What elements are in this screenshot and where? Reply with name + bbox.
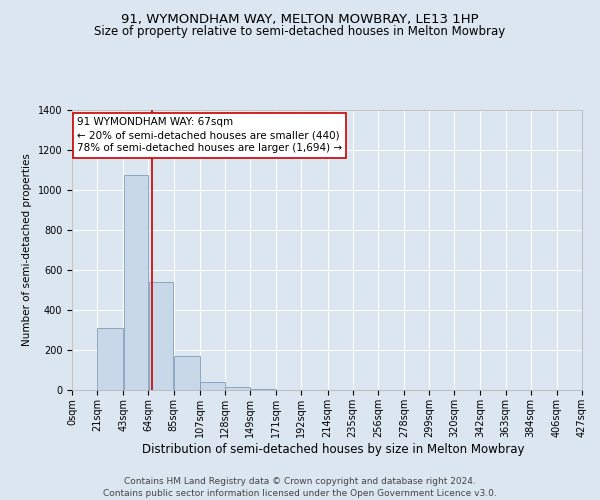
Bar	[149, 282, 173, 390]
Y-axis label: Number of semi-detached properties: Number of semi-detached properties	[22, 154, 32, 346]
Bar	[124, 175, 148, 390]
Text: Distribution of semi-detached houses by size in Melton Mowbray: Distribution of semi-detached houses by …	[142, 442, 524, 456]
Text: Size of property relative to semi-detached houses in Melton Mowbray: Size of property relative to semi-detach…	[94, 25, 506, 38]
Text: 91, WYMONDHAM WAY, MELTON MOWBRAY, LE13 1HP: 91, WYMONDHAM WAY, MELTON MOWBRAY, LE13 …	[121, 12, 479, 26]
Bar	[174, 356, 200, 390]
Text: Contains HM Land Registry data © Crown copyright and database right 2024.
Contai: Contains HM Land Registry data © Crown c…	[103, 478, 497, 498]
Text: 91 WYMONDHAM WAY: 67sqm
← 20% of semi-detached houses are smaller (440)
78% of s: 91 WYMONDHAM WAY: 67sqm ← 20% of semi-de…	[77, 117, 342, 154]
Bar	[97, 328, 123, 390]
Bar	[200, 382, 225, 390]
Bar	[225, 387, 250, 390]
Bar	[250, 389, 276, 390]
